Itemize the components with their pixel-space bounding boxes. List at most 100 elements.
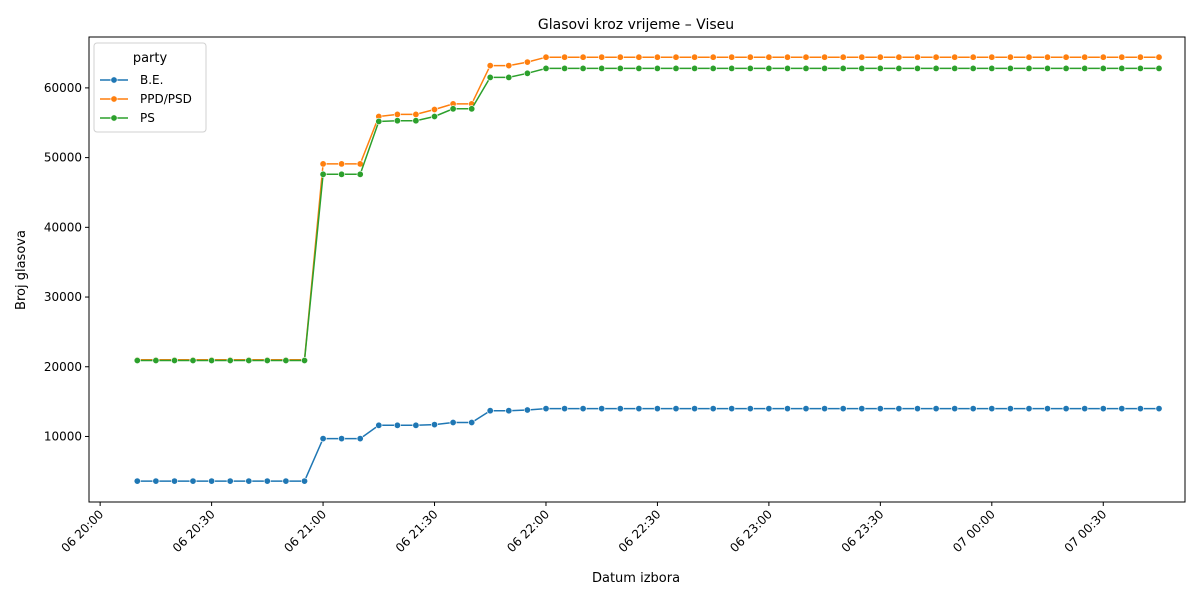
data-point (171, 477, 179, 485)
data-point (152, 356, 160, 364)
data-point (1155, 405, 1163, 413)
x-tick-label: 06 22:30 (616, 507, 664, 555)
data-point (746, 53, 754, 61)
data-point (430, 106, 438, 114)
data-point (1025, 64, 1033, 72)
legend-label: PS (140, 111, 155, 125)
legend: party B.E. PPD/PSD PS (93, 42, 207, 133)
data-point (913, 64, 921, 72)
data-point (802, 64, 810, 72)
data-point (969, 64, 977, 72)
data-point (152, 477, 160, 485)
data-point (709, 405, 717, 413)
data-point (208, 477, 216, 485)
data-point (691, 53, 699, 61)
data-point (635, 405, 643, 413)
data-point (133, 356, 141, 364)
data-point (542, 405, 550, 413)
data-point (932, 53, 940, 61)
x-tick-label: 06 20:00 (58, 507, 106, 555)
data-point (579, 64, 587, 72)
x-axis: 06 20:00 06 20:30 06 21:00 06 21:30 06 22:00… (58, 502, 1109, 555)
data-point (858, 53, 866, 61)
data-point (876, 405, 884, 413)
data-point (876, 53, 884, 61)
data-point (226, 477, 234, 485)
plot-area (88, 36, 1186, 503)
data-point (969, 53, 977, 61)
data-point (691, 405, 699, 413)
data-point (598, 53, 606, 61)
data-point (1155, 64, 1163, 72)
data-point (245, 356, 253, 364)
data-point (1155, 53, 1163, 61)
y-axis-label: Broj glasova (14, 230, 29, 310)
data-point (542, 64, 550, 72)
legend-marker (110, 76, 118, 84)
data-point (1006, 53, 1014, 61)
data-point (356, 170, 364, 178)
legend-label: PPD/PSD (140, 92, 192, 106)
data-point (1025, 405, 1033, 413)
data-point (895, 64, 903, 72)
data-point (672, 53, 680, 61)
series-line-ppd-psd (137, 56, 1159, 361)
x-axis-label: Datum izbora (592, 571, 680, 586)
legend-marker (110, 114, 118, 122)
data-point (858, 405, 866, 413)
x-tick-label: 06 22:00 (504, 507, 552, 555)
data-point (338, 160, 346, 168)
data-point (765, 405, 773, 413)
series-ppd-psd (133, 53, 1163, 364)
data-point (839, 405, 847, 413)
data-point (765, 64, 773, 72)
data-point (691, 64, 699, 72)
data-point (523, 58, 531, 66)
y-tick-label: 30000 (44, 290, 82, 304)
data-point (208, 356, 216, 364)
data-point (1118, 53, 1126, 61)
x-tick-label: 07 00:00 (950, 507, 998, 555)
data-point (951, 405, 959, 413)
data-point (561, 53, 569, 61)
data-point (728, 64, 736, 72)
y-tick-label: 10000 (44, 429, 82, 443)
data-point (1099, 64, 1107, 72)
data-point (988, 405, 996, 413)
x-tick-label: 06 21:00 (281, 507, 329, 555)
data-point (895, 405, 903, 413)
data-point (430, 113, 438, 121)
data-point (579, 405, 587, 413)
data-point (598, 64, 606, 72)
data-point (505, 62, 513, 70)
data-point (1044, 53, 1052, 61)
data-point (430, 421, 438, 429)
data-point (263, 477, 271, 485)
data-point (653, 64, 661, 72)
data-point (1136, 53, 1144, 61)
legend-box (93, 42, 207, 133)
series-b-e (133, 405, 1163, 485)
data-point (746, 64, 754, 72)
y-tick-label: 20000 (44, 360, 82, 374)
legend-marker (110, 95, 118, 103)
data-point (338, 170, 346, 178)
data-point (1025, 53, 1033, 61)
data-point (728, 53, 736, 61)
data-point (393, 117, 401, 125)
data-point (1006, 64, 1014, 72)
data-point (523, 406, 531, 414)
data-point (672, 405, 680, 413)
data-point (951, 53, 959, 61)
data-point (300, 356, 308, 364)
data-point (709, 64, 717, 72)
data-point (1081, 64, 1089, 72)
data-point (598, 405, 606, 413)
data-point (1099, 53, 1107, 61)
data-point (988, 64, 996, 72)
data-point (561, 64, 569, 72)
data-point (579, 53, 587, 61)
data-point (1099, 405, 1107, 413)
data-point (189, 356, 197, 364)
data-point (393, 421, 401, 429)
